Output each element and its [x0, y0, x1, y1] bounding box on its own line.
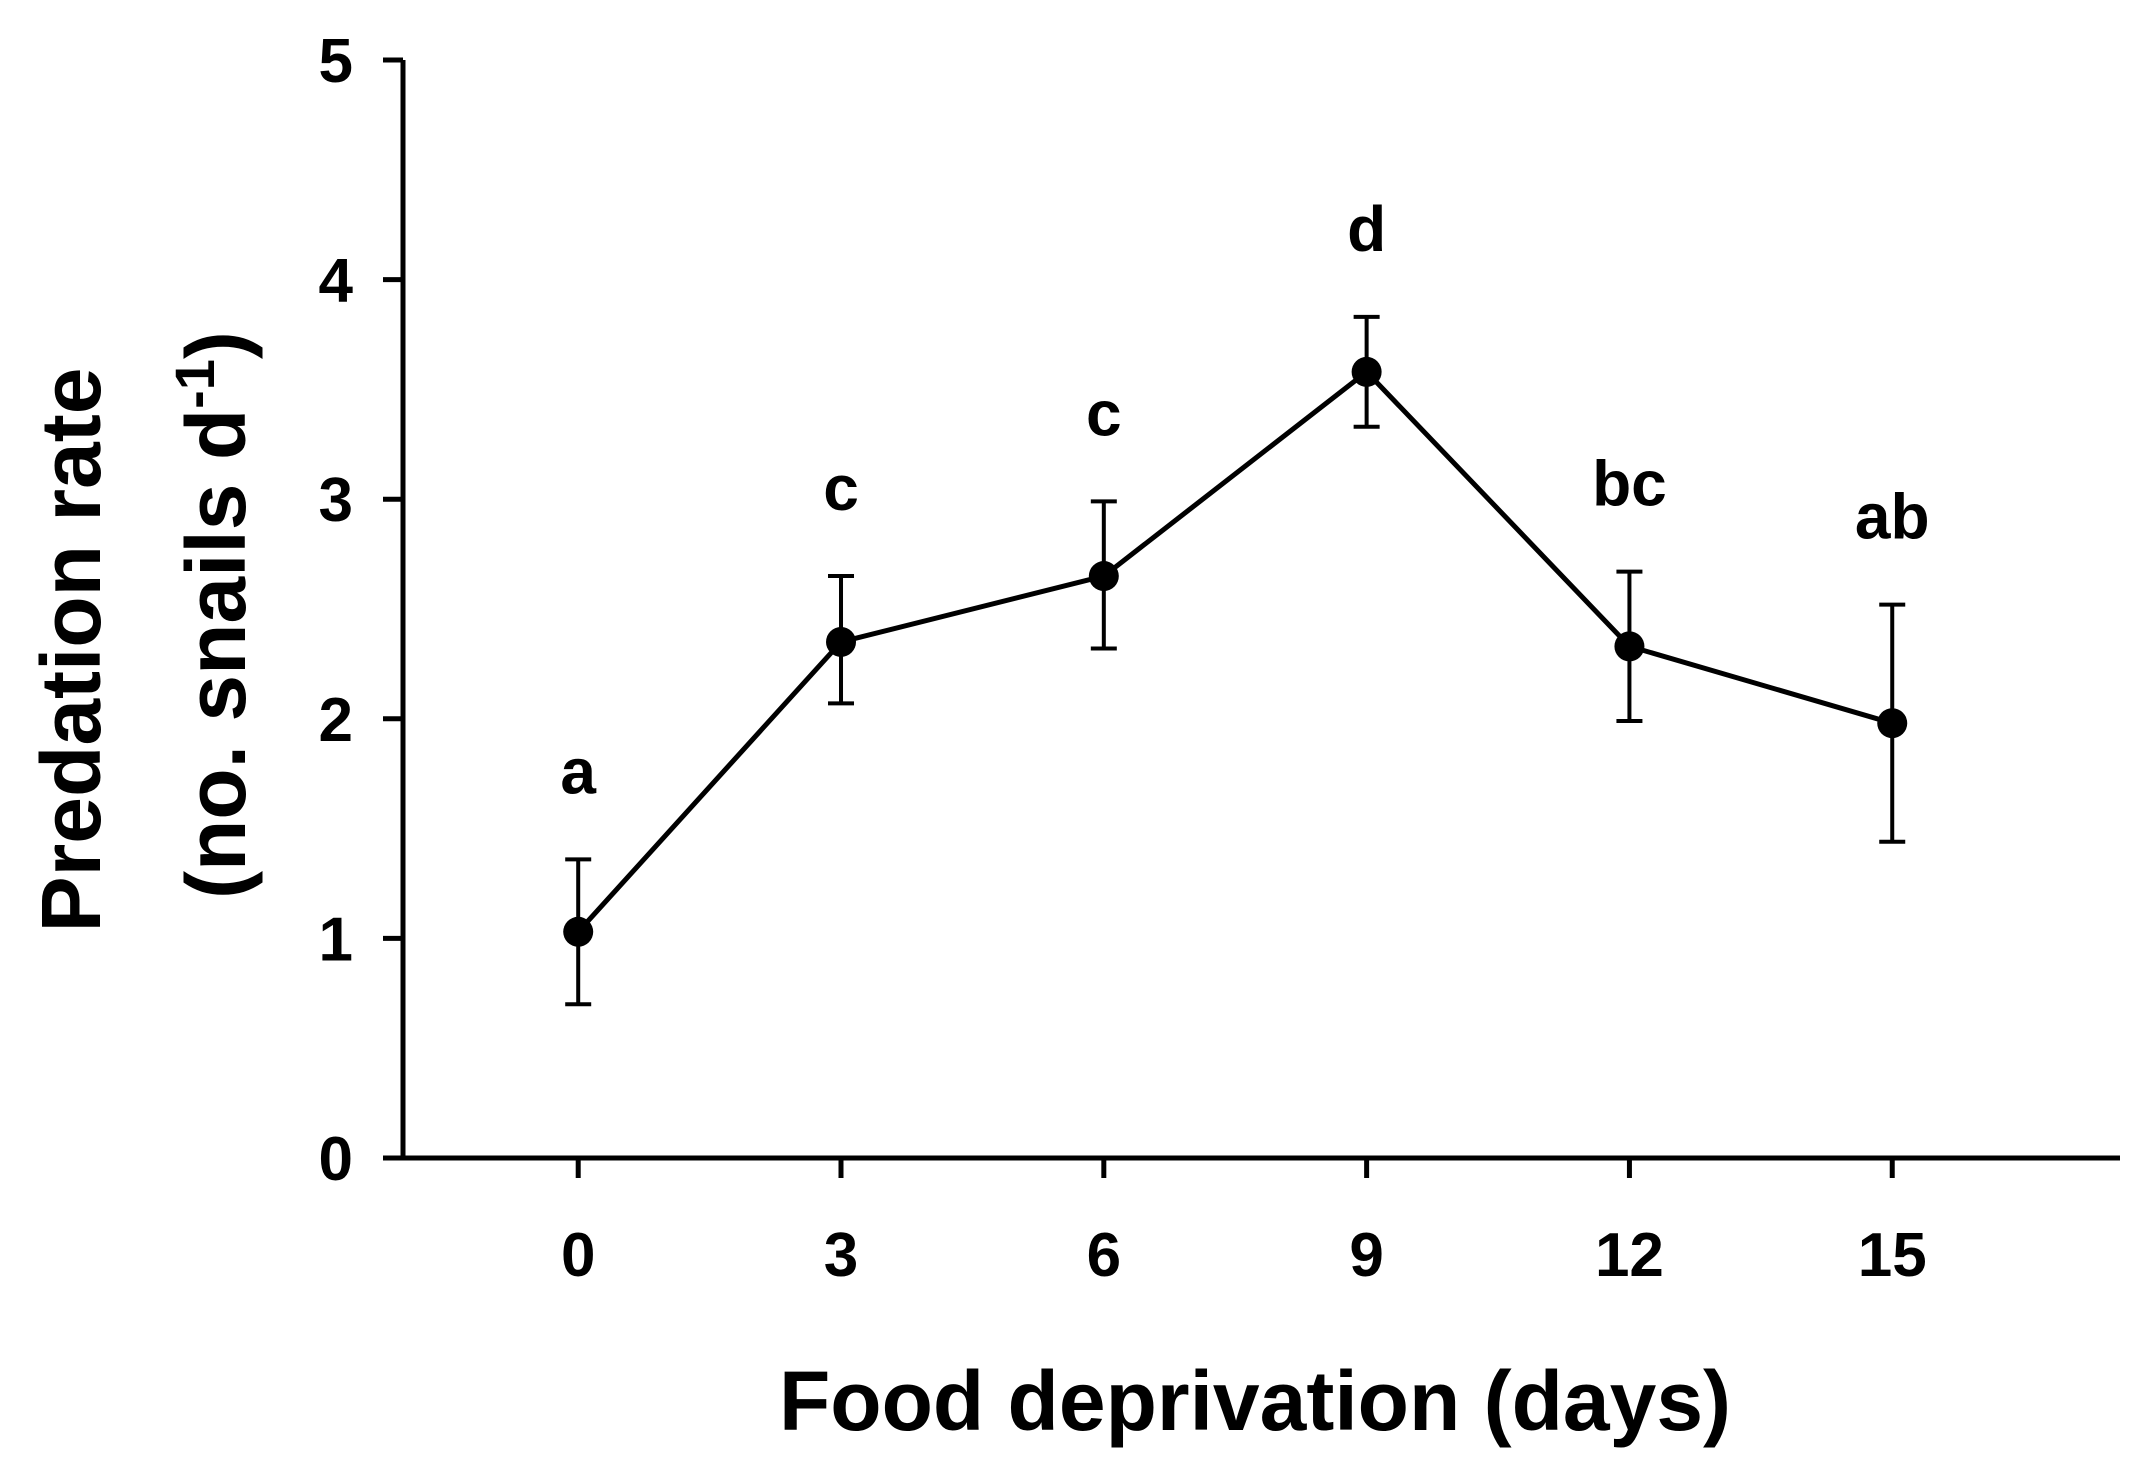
x-tick-label: 0: [561, 1221, 595, 1290]
x-tick-label: 6: [1087, 1221, 1121, 1290]
data-markers: [563, 356, 1908, 947]
y-axis-title-line1: Predation rate: [24, 368, 118, 933]
y-tick-label: 0: [319, 1125, 353, 1194]
series-line: [576, 368, 1893, 934]
data-point: [563, 916, 594, 947]
significance-letter: ab: [1855, 481, 1930, 553]
y-tick-label: 1: [319, 905, 353, 974]
y-axis-title-line2-prefix: (no. snails d: [169, 409, 263, 899]
data-point: [1877, 708, 1908, 739]
x-tick-label: 3: [824, 1221, 858, 1290]
y-tick-label: 3: [319, 466, 353, 535]
x-tick-label: 9: [1349, 1221, 1383, 1290]
y-axis-title-line2: (no. snails d-1): [163, 331, 264, 899]
data-point: [826, 626, 857, 657]
y-axis-title-line2-suffix: ): [169, 331, 263, 359]
significance-letter: c: [823, 452, 859, 524]
series-line-layer: [576, 368, 1893, 934]
x-tick-label: 12: [1595, 1221, 1664, 1290]
x-tick-label: 15: [1858, 1221, 1927, 1290]
y-tick-label: 5: [319, 27, 353, 96]
data-point: [1614, 631, 1645, 662]
data-point: [1088, 561, 1119, 592]
significance-labels: a c c d bc ab: [560, 193, 1929, 807]
significance-letter: bc: [1592, 448, 1667, 520]
y-tick-label: 4: [319, 247, 354, 316]
significance-letter: a: [560, 735, 596, 807]
significance-letter: c: [1086, 377, 1122, 449]
y-tick-label: 2: [319, 686, 353, 755]
y-axis-title-superscript: -1: [163, 359, 226, 409]
significance-letter: d: [1347, 193, 1386, 265]
data-point: [1351, 356, 1382, 387]
x-axis-title: Food deprivation (days): [779, 1354, 1731, 1448]
